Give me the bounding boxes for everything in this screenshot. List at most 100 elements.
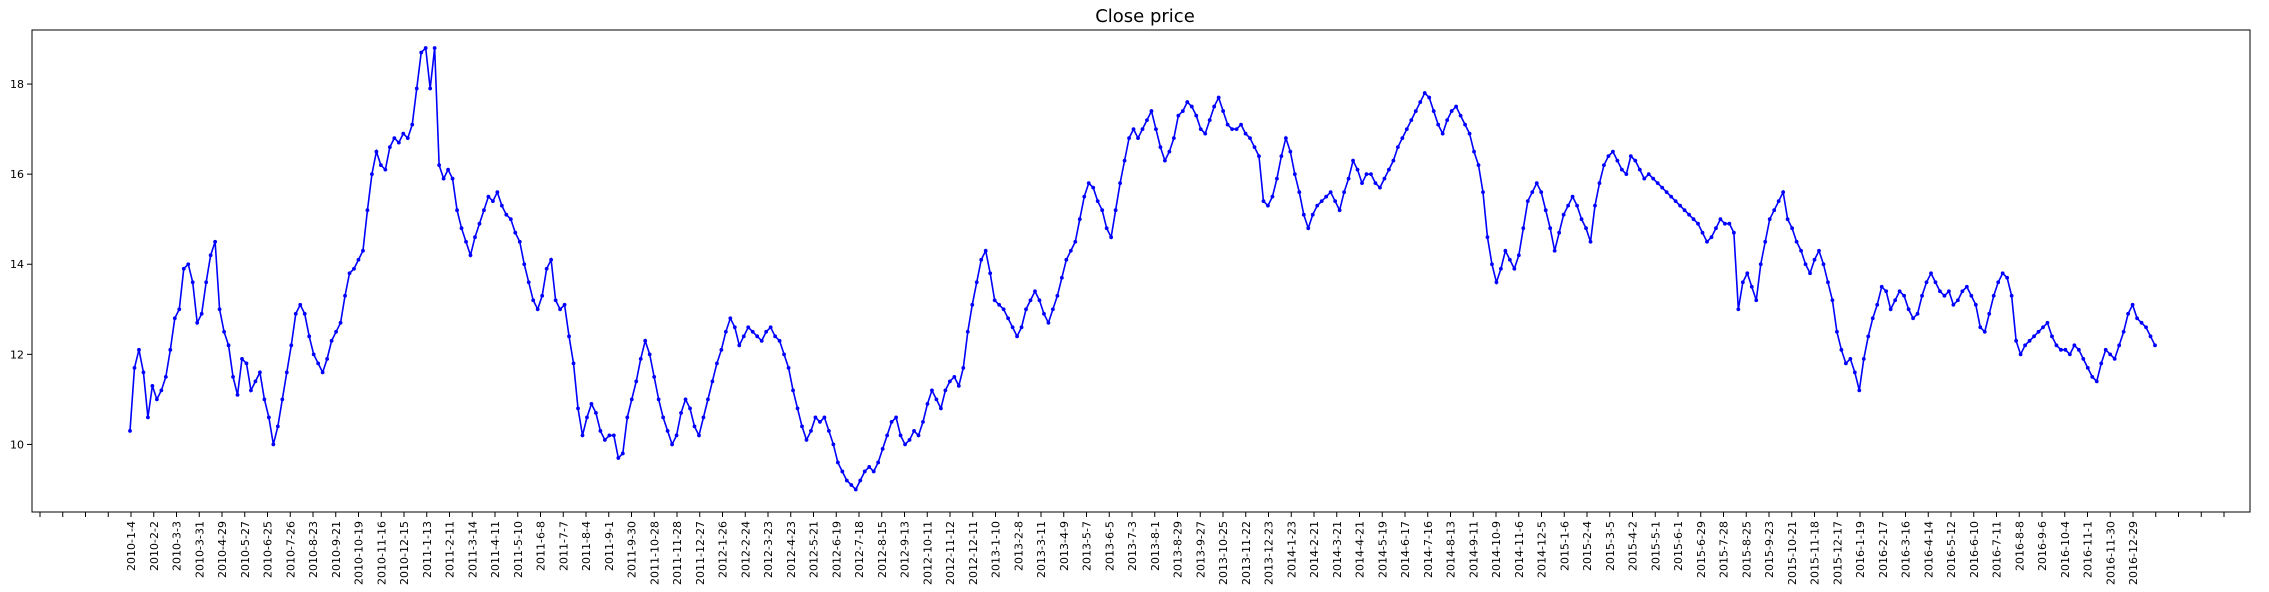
data-point: [1870, 316, 1875, 321]
data-point: [159, 388, 164, 393]
data-point: [719, 347, 724, 352]
data-point: [1973, 302, 1978, 307]
data-point: [1454, 104, 1459, 109]
x-tick-label: 2010-3-3: [171, 521, 184, 571]
data-point: [1763, 239, 1768, 244]
data-point: [1548, 226, 1553, 231]
x-tick-label: 2015-8-25: [1740, 521, 1753, 578]
data-point: [396, 140, 401, 145]
data-point: [1001, 307, 1006, 312]
x-tick-label: 2014-9-11: [1467, 521, 1480, 578]
data-point: [1431, 109, 1436, 113]
data-point: [974, 280, 979, 285]
data-point: [777, 338, 782, 343]
data-point: [531, 298, 536, 303]
x-tick-label: 2010-3-31: [193, 521, 206, 578]
close-price-line: [129, 46, 2156, 491]
data-point: [464, 239, 468, 244]
data-point: [1261, 199, 1266, 204]
x-tick-label: 2016-4-14: [1922, 521, 1935, 578]
data-point: [965, 329, 970, 334]
data-point: [2148, 334, 2153, 339]
data-point: [921, 420, 925, 424]
data-point: [2072, 343, 2077, 348]
x-tick-label: 2014-2-21: [1308, 521, 1321, 578]
data-point: [392, 136, 397, 141]
data-point: [553, 298, 558, 303]
data-point: [1512, 266, 1517, 271]
data-point: [2081, 356, 2086, 361]
x-tick-label: 2016-2-17: [1877, 521, 1890, 578]
data-point: [764, 329, 769, 334]
data-point: [1221, 109, 1226, 113]
data-point: [1037, 298, 1042, 303]
data-point: [244, 361, 249, 366]
x-tick-label: 2011-2-11: [444, 521, 457, 578]
data-point: [1655, 181, 1660, 186]
data-point: [1646, 172, 1651, 177]
data-point: [1118, 181, 1122, 186]
data-point: [235, 392, 240, 397]
data-point: [1427, 95, 1432, 100]
data-point: [490, 199, 495, 204]
data-point: [656, 397, 661, 402]
data-point: [1248, 136, 1252, 141]
data-point: [1942, 293, 1947, 298]
data-point: [437, 163, 442, 168]
data-point: [1852, 370, 1857, 375]
data-point: [1333, 199, 1338, 204]
data-point: [1964, 284, 1969, 289]
data-point: [477, 221, 482, 226]
x-tick-label: 2016-12-29: [2127, 521, 2140, 585]
data-point: [2153, 343, 2157, 348]
data-point: [1180, 109, 1185, 113]
data-point: [2076, 347, 2081, 352]
data-point: [1091, 185, 1096, 190]
x-tick-label: 2012-6-19: [830, 521, 843, 578]
data-point: [1082, 194, 1087, 199]
data-point: [544, 266, 549, 271]
data-point: [217, 307, 222, 312]
data-point: [952, 374, 957, 379]
data-point: [195, 320, 200, 325]
data-point: [271, 442, 276, 447]
data-point: [163, 374, 168, 379]
data-point: [1337, 208, 1342, 213]
data-point: [128, 429, 132, 433]
data-point: [1991, 293, 1996, 298]
data-point: [199, 311, 204, 316]
data-point: [2050, 334, 2054, 339]
data-point: [562, 302, 567, 307]
data-point: [1843, 361, 1848, 366]
data-point: [1328, 190, 1333, 195]
data-point: [1606, 154, 1611, 159]
data-point: [517, 239, 522, 244]
data-point: [1064, 257, 1069, 262]
data-point: [800, 424, 804, 429]
x-tick-label: 2011-10-28: [648, 521, 661, 585]
data-point: [571, 361, 576, 366]
data-point: [1920, 293, 1924, 298]
data-point: [1709, 235, 1714, 240]
data-point: [683, 397, 688, 402]
data-point: [1915, 311, 1920, 316]
data-point: [387, 145, 392, 150]
data-point: [1758, 262, 1763, 267]
data-point: [486, 194, 491, 199]
data-point: [629, 397, 634, 402]
data-point: [1207, 118, 1212, 122]
data-point: [1122, 158, 1127, 163]
data-point: [826, 429, 831, 433]
data-point: [428, 86, 433, 91]
data-point: [1476, 163, 1481, 168]
data-point: [1808, 271, 1812, 276]
data-point: [401, 131, 406, 136]
data-point: [1413, 109, 1418, 113]
data-point: [2099, 361, 2104, 366]
x-tick-label: 2010-7-26: [284, 521, 297, 578]
data-point: [1283, 136, 1288, 141]
data-point: [589, 401, 594, 406]
data-point: [249, 388, 253, 393]
y-tick-label: 14: [10, 258, 24, 271]
data-point: [2009, 293, 2014, 298]
